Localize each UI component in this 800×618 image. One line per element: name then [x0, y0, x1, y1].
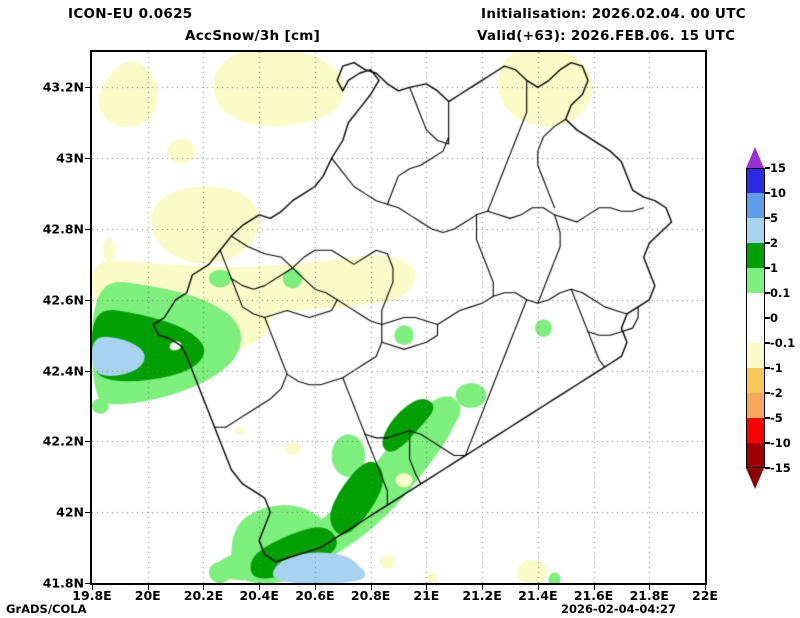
- colorbar-segment: [746, 218, 765, 243]
- colorbar-edge: [746, 467, 765, 468]
- field-title: AccSnow/3h [cm]: [185, 28, 321, 44]
- x-tick-label: 21.6E: [573, 588, 614, 603]
- y-tick-label: 42N: [56, 504, 84, 520]
- colorbar-segment: [746, 343, 765, 368]
- colorbar-tick: [765, 417, 770, 419]
- x-tick: [649, 585, 651, 590]
- x-tick-label: 20.8E: [350, 588, 391, 603]
- y-tick: [85, 370, 90, 372]
- x-tick: [537, 585, 539, 590]
- colorbar-tick-label: -10: [770, 436, 791, 450]
- colorbar-segment: [746, 193, 765, 218]
- y-tick-label: 43N: [56, 150, 84, 166]
- colorbar-tick-label: -2: [770, 386, 783, 400]
- colorbar-tick-label: 10: [770, 186, 787, 200]
- x-tick: [259, 585, 261, 590]
- y-tick-label: 42.6N: [42, 292, 84, 308]
- colorbar-tick: [765, 267, 770, 269]
- colorbar-tick: [765, 217, 770, 219]
- colorbar-tick-label: 2: [770, 236, 779, 250]
- grads-credit: GrADS/COLA: [6, 602, 87, 616]
- colorbar: [746, 147, 765, 489]
- colorbar-tick-label: 1: [770, 261, 779, 275]
- colorbar-tick: [765, 192, 770, 194]
- colorbar-tick-label: -0.1: [770, 336, 796, 350]
- colorbar-tick: [765, 442, 770, 444]
- y-tick: [85, 87, 90, 89]
- x-tick: [314, 585, 316, 590]
- administrative-boundaries: [92, 52, 705, 583]
- colorbar-segment: [746, 418, 765, 443]
- x-tick-label: 22E: [692, 588, 718, 603]
- y-tick-label: 41.8N: [42, 575, 84, 591]
- colorbar-tick: [765, 242, 770, 244]
- colorbar-tick: [765, 392, 770, 394]
- y-tick: [85, 583, 90, 584]
- model-title: ICON-EU 0.0625: [68, 6, 193, 22]
- x-tick-label: 21.2E: [462, 588, 502, 603]
- y-tick-label: 42.2N: [42, 433, 84, 449]
- colorbar-segment: [746, 443, 765, 468]
- colorbar-tick-label: 15: [770, 161, 787, 175]
- y-tick: [85, 441, 90, 443]
- x-tick-label: 19.8E: [72, 588, 112, 603]
- render-timestamp: 2026-02-04-04:27: [561, 602, 676, 616]
- y-tick: [85, 158, 90, 160]
- colorbar-segment: [746, 243, 765, 268]
- colorbar-tick: [765, 342, 770, 344]
- x-tick: [203, 585, 205, 590]
- x-tick: [482, 585, 484, 590]
- y-tick: [85, 512, 90, 514]
- y-tick-label: 42.8N: [42, 221, 84, 237]
- x-tick-label: 21.4E: [518, 588, 558, 603]
- x-tick-label: 20E: [134, 588, 161, 603]
- colorbar-tick: [765, 292, 770, 294]
- initialisation-text: Initialisation: 2026.02.04. 00 UTC: [481, 6, 746, 22]
- x-tick-label: 20.2E: [183, 588, 224, 603]
- colorbar-tick-label: -15: [770, 461, 791, 475]
- colorbar-cap-bottom: [746, 468, 764, 489]
- x-tick-label: 21E: [413, 588, 440, 603]
- colorbar-tick-label: 0.1: [770, 286, 791, 300]
- x-tick: [705, 585, 706, 590]
- x-tick-label: 20.6E: [295, 588, 335, 603]
- x-tick-label: 21.8E: [629, 588, 669, 603]
- x-tick: [370, 585, 372, 590]
- colorbar-segment: [746, 293, 765, 318]
- y-tick: [85, 229, 90, 230]
- colorbar-segment: [746, 368, 765, 393]
- colorbar-tick: [765, 317, 770, 319]
- y-tick: [85, 299, 90, 301]
- x-tick-label: 20.4E: [239, 588, 279, 603]
- colorbar-cap-top: [746, 147, 764, 168]
- colorbar-segment: [746, 268, 765, 293]
- colorbar-segment: [746, 168, 765, 193]
- colorbar-segment: [746, 318, 765, 343]
- y-tick-label: 42.4N: [42, 363, 84, 379]
- colorbar-segment: [746, 393, 765, 418]
- x-tick: [426, 585, 428, 590]
- x-tick: [593, 585, 595, 590]
- valid-time-text: Valid(+63): 2026.FEB.06. 15 UTC: [477, 28, 736, 44]
- colorbar-tick-label: -5: [770, 411, 783, 425]
- colorbar-tick-label: 5: [770, 211, 779, 225]
- x-tick: [147, 585, 149, 590]
- colorbar-tick-label: -1: [770, 361, 783, 375]
- colorbar-tick: [765, 167, 770, 169]
- colorbar-tick: [765, 367, 770, 369]
- map-plot-area: [90, 50, 707, 585]
- x-tick: [92, 585, 93, 590]
- colorbar-tick: [765, 467, 770, 469]
- colorbar-edge: [746, 168, 765, 169]
- y-tick-label: 43.2N: [42, 79, 84, 95]
- colorbar-tick-label: 0: [770, 311, 779, 325]
